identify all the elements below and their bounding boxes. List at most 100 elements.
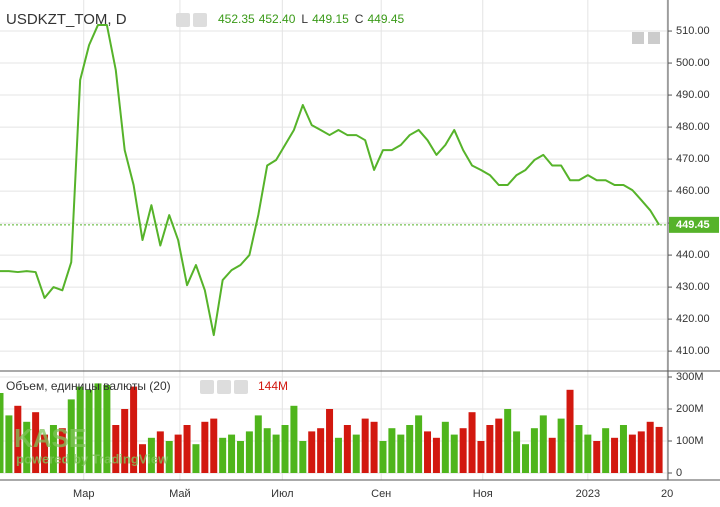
volume-bar [23, 421, 31, 474]
volume-bar [139, 444, 147, 474]
y-tick-label: 420.00 [676, 313, 710, 325]
volume-bar [646, 421, 654, 474]
volume-title: Объем, единицы валюты (20) [6, 379, 171, 393]
y-tick-label: 460.00 [676, 185, 710, 197]
eye-icon[interactable] [200, 380, 214, 394]
volume-bar [628, 434, 636, 474]
last-price-label: 449.45 [676, 219, 710, 231]
volume-bar [263, 428, 271, 474]
volume-bar [94, 383, 102, 474]
volume-bar [67, 399, 75, 474]
x-tick-label: 20 [661, 488, 673, 500]
volume-bar [210, 418, 218, 474]
volume-bars [0, 383, 663, 474]
x-tick-label: Май [169, 488, 191, 500]
eye-icon[interactable] [176, 13, 190, 27]
volume-bar [611, 437, 619, 474]
scale-button[interactable] [632, 32, 644, 44]
volume-bar [183, 425, 191, 474]
volume-bar [32, 412, 40, 474]
y-tick-label: 410.00 [676, 345, 710, 357]
volume-bar [254, 415, 262, 474]
volume-bar [299, 441, 307, 474]
scale-button[interactable] [648, 32, 660, 44]
settings-icon[interactable] [217, 380, 231, 394]
volume-bar [486, 425, 494, 474]
volume-bar [219, 437, 227, 474]
symbol-title: USDKZT_TOM, D [6, 11, 127, 28]
volume-bar [575, 425, 583, 474]
x-tick-label: Сен [371, 488, 391, 500]
volume-bar [281, 425, 289, 474]
x-tick-label: Июл [271, 488, 293, 500]
volume-bar [317, 428, 325, 474]
ohlc-key: C [355, 12, 364, 26]
y-tick-label: 0 [676, 467, 682, 479]
volume-bar [566, 389, 574, 474]
volume-bar [130, 386, 138, 474]
volume-bar [165, 441, 173, 474]
volume-bar [147, 437, 155, 474]
volume-icons [200, 380, 248, 394]
volume-bar [121, 408, 129, 474]
x-tick-label: Мар [73, 488, 95, 500]
ohlc-value: 452.35 [218, 12, 255, 26]
y-tick-label: 480.00 [676, 121, 710, 133]
volume-bar [655, 426, 663, 474]
volume-bar [584, 434, 592, 474]
volume-bar [236, 441, 244, 474]
volume-bar [477, 441, 485, 474]
price-line [0, 23, 660, 337]
volume-bar [326, 408, 334, 474]
y-tick-label: 470.00 [676, 153, 710, 165]
y-tick-label: 440.00 [676, 249, 710, 261]
volume-bar [539, 415, 547, 474]
volume-bar [459, 428, 467, 474]
ohlc-value: 449.45 [367, 12, 404, 26]
scale-buttons [632, 32, 660, 44]
y-tick-label: 200M [676, 403, 704, 415]
watermark-credit: powered by TradingView [16, 451, 169, 466]
volume-bar [290, 405, 298, 474]
volume-bar [103, 384, 111, 474]
volume-bar [112, 425, 120, 474]
volume-bar [58, 428, 66, 474]
volume-last: 144M [258, 379, 288, 393]
volume-bar [361, 418, 369, 474]
volume-bar [174, 434, 182, 474]
grid [0, 0, 668, 480]
y-tick-label: 300M [676, 371, 704, 383]
volume-bar [41, 434, 49, 474]
volume-bar [530, 428, 538, 474]
y-tick-label: 500.00 [676, 57, 710, 69]
volume-bar [0, 392, 4, 474]
volume-bar [619, 425, 627, 474]
volume-bar [557, 418, 565, 474]
volume-bar [521, 444, 529, 474]
volume-bar [513, 431, 521, 474]
x-tick-label: Ноя [473, 488, 493, 500]
volume-bar [308, 431, 316, 474]
price-layer [0, 23, 668, 337]
close-icon[interactable] [234, 380, 248, 394]
volume-bar [441, 421, 449, 474]
volume-bar [49, 425, 57, 474]
volume-bar [379, 441, 387, 474]
y-tick-label: 510.00 [676, 25, 710, 37]
y-tick-label: 490.00 [676, 89, 710, 101]
volume-bar [76, 386, 84, 474]
volume-bar [602, 428, 610, 474]
ohlc-value: 452.40 [259, 12, 296, 26]
volume-bar [334, 437, 342, 474]
volume-bar [415, 415, 423, 474]
settings-icon[interactable] [193, 13, 207, 27]
volume-bar [14, 405, 22, 474]
header-icons [176, 13, 207, 27]
volume-bar [343, 425, 351, 474]
volume-bar [468, 412, 476, 474]
volume-bar [85, 389, 93, 474]
volume-bar [5, 415, 13, 474]
volume-bar [495, 418, 503, 474]
x-tick-label: 2023 [576, 488, 600, 500]
